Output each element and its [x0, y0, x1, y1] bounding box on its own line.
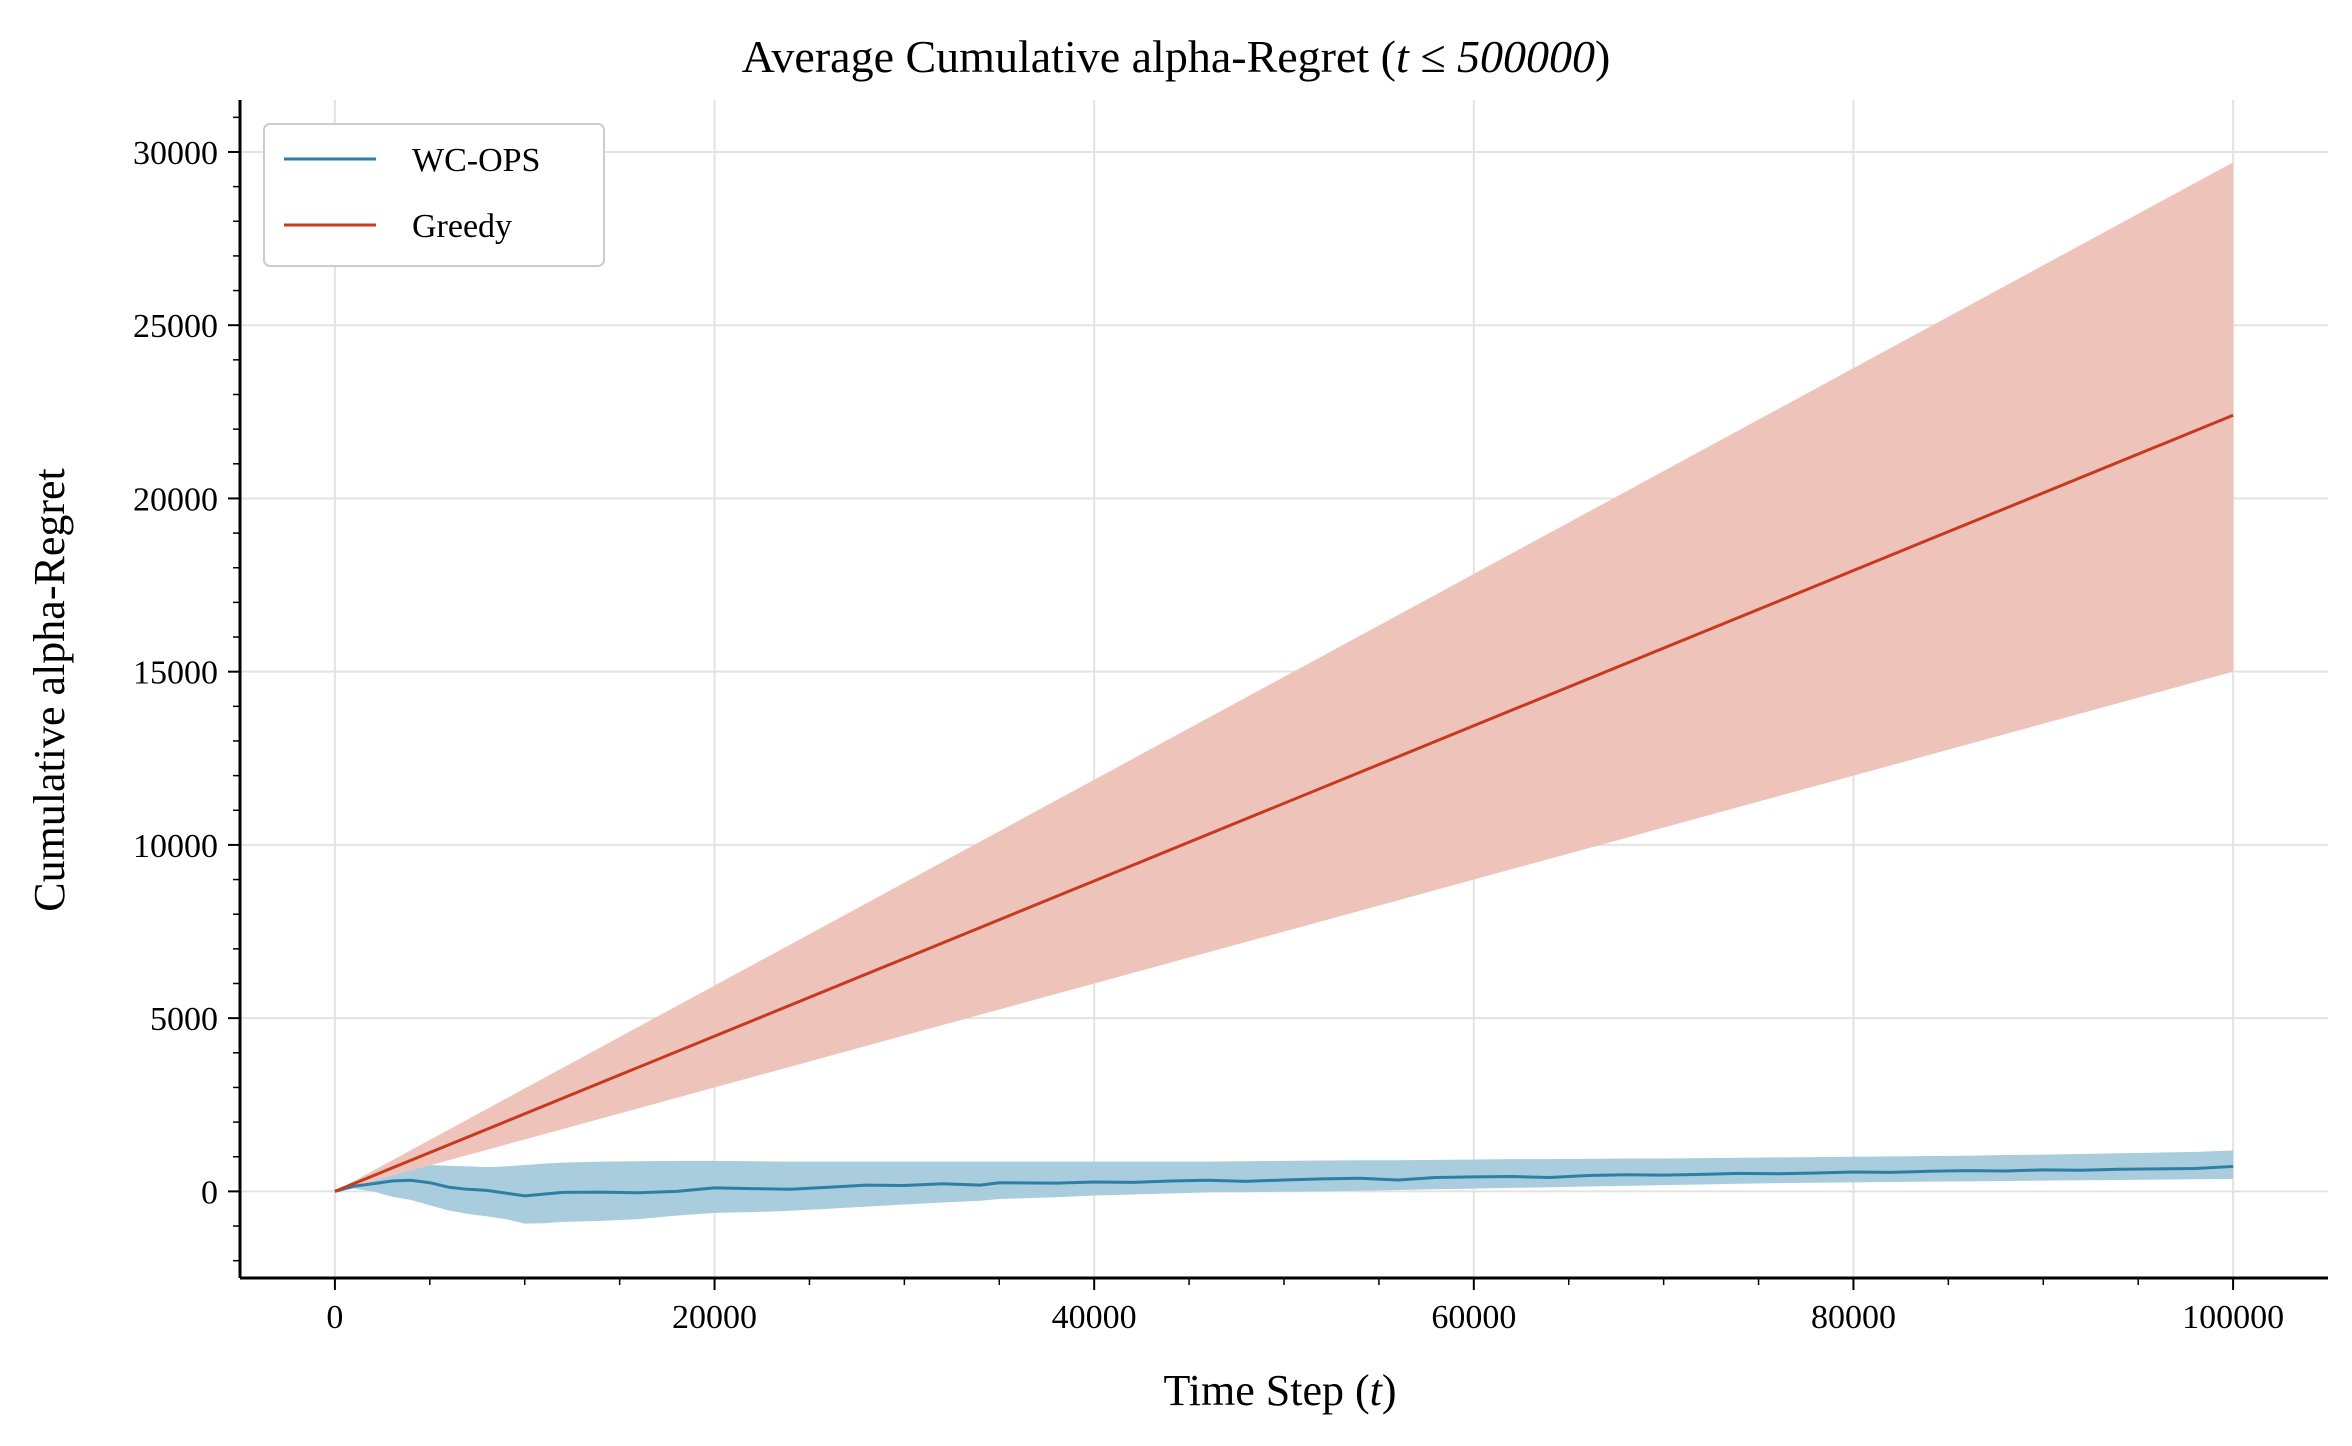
y-tick-label: 15000 [133, 655, 218, 692]
legend-label-greedy: Greedy [412, 208, 512, 245]
y-tick-label: 20000 [133, 481, 218, 518]
confidence-bands [334, 162, 2234, 1224]
x-tick-label: 40000 [1052, 1299, 1137, 1336]
y-tick-label: 10000 [133, 828, 218, 865]
legend: WC-OPS Greedy [263, 123, 605, 267]
x-tick-label: 0 [326, 1299, 343, 1336]
x-tick-label: 60000 [1431, 1299, 1516, 1336]
tick-marks: 0 20000 40000 60000 80000 100000 0 5000 10000 150… [133, 116, 2284, 1336]
x-axis-label: Time Step (t) [1163, 1366, 1396, 1415]
y-axis-label: Cumulative alpha-Regret [25, 468, 74, 912]
band-greedy [334, 162, 2234, 1192]
x-tick-label: 100000 [2182, 1299, 2284, 1336]
series-line-greedy [334, 413, 2234, 1193]
y-tick-label: 5000 [150, 1001, 218, 1038]
chart-title: Average Cumulative alpha-Regret (t ≤ 500… [742, 31, 1611, 82]
band-wc-ops [334, 1150, 2234, 1224]
y-tick-label: 30000 [133, 135, 218, 172]
legend-label-wc-ops: WC-OPS [412, 142, 540, 179]
series-lines [334, 413, 2234, 1198]
series-line-wc-ops [334, 1164, 2234, 1198]
y-tick-label: 25000 [133, 308, 218, 345]
x-tick-label: 80000 [1811, 1299, 1896, 1336]
y-tick-label: 0 [201, 1174, 218, 1211]
x-tick-label: 20000 [672, 1299, 757, 1336]
